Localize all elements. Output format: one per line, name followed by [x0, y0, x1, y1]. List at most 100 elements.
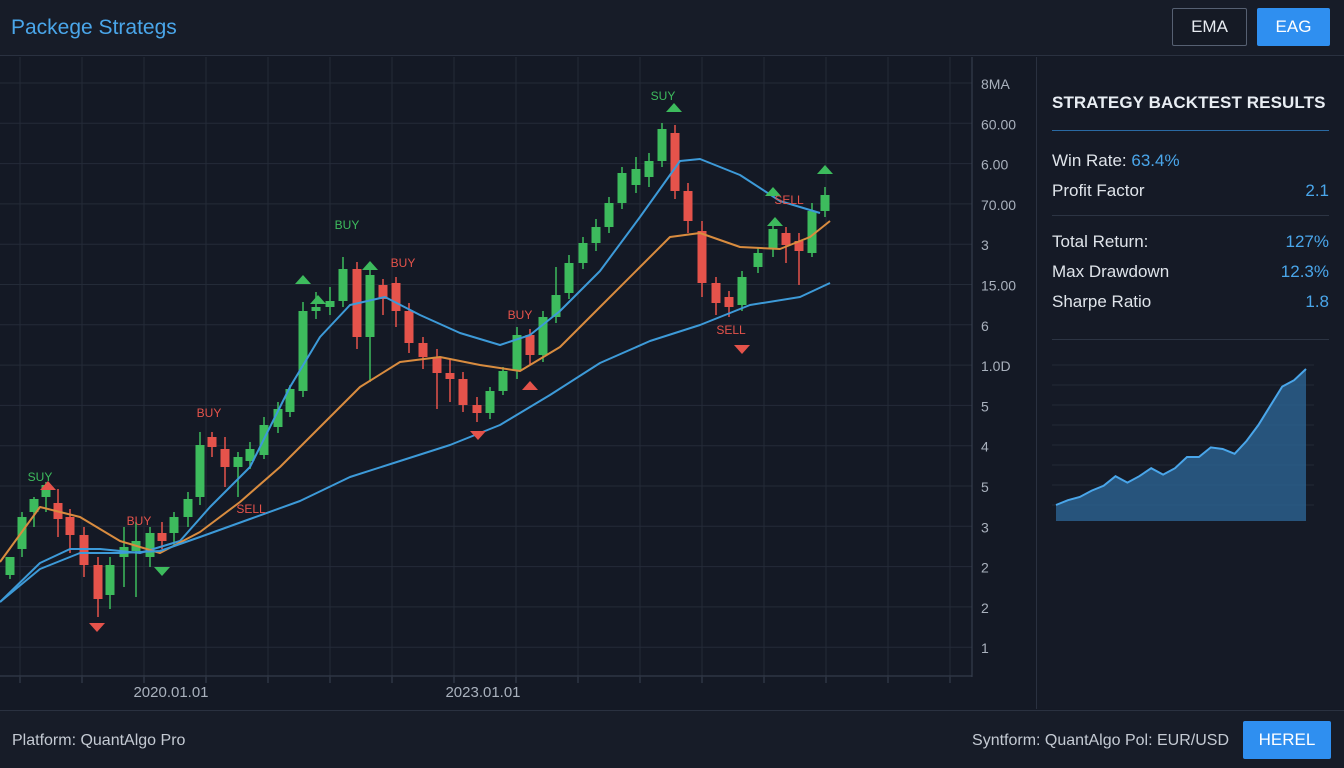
up-candle [644, 161, 654, 177]
here-button[interactable]: HEREL [1243, 721, 1331, 759]
stat-profit-factor: Profit Factor 2.1 [1052, 181, 1329, 201]
sell-signal-arrow-icon [470, 431, 486, 440]
up-candle [768, 229, 778, 249]
up-candle [604, 203, 614, 227]
equity-area [1056, 369, 1306, 521]
up-candle [311, 307, 321, 311]
up-candle [273, 409, 283, 427]
title-divider [1052, 130, 1329, 131]
up-candle [512, 335, 522, 371]
down-candle [697, 231, 707, 283]
y-axis-tick-label: 1.0D [981, 358, 1011, 374]
stat-value: 1.8 [1305, 292, 1329, 311]
stat-value: 2.1 [1305, 181, 1329, 200]
y-axis-tick-label: 8MA [981, 76, 1010, 92]
candlestick-chart-svg[interactable]: 8MA 60.00 6.00 70.00 3 15.00 6 1.0D 5 4 5 3 2 2 1 2020.… [0, 57, 1035, 709]
down-candle [378, 285, 388, 299]
down-candle [458, 379, 468, 405]
up-candle [233, 457, 243, 467]
down-candle [432, 357, 442, 373]
ema-fast-line [0, 158, 821, 603]
y-axis-tick-label: 2 [981, 600, 989, 616]
up-candle [105, 565, 115, 595]
down-candle [794, 241, 804, 251]
up-candle [737, 277, 747, 305]
down-candle [65, 517, 75, 535]
stat-value: 12.3% [1280, 262, 1329, 281]
buy-signal-arrow-icon [40, 481, 56, 490]
stat-label: Max Drawdown [1052, 262, 1170, 281]
app-title: Packege Strategs [11, 16, 177, 39]
stats-divider [1052, 215, 1329, 216]
stat-total-return: Total Return: 127% [1052, 232, 1329, 252]
down-candle [207, 437, 217, 447]
up-candle [325, 301, 335, 307]
up-candle [591, 227, 601, 243]
up-candle [807, 211, 817, 253]
ema-button[interactable]: EMA [1172, 8, 1247, 46]
stat-max-drawdown: Max Drawdown 12.3% [1052, 262, 1329, 282]
up-candle [195, 445, 205, 497]
up-candle [5, 557, 15, 575]
panel-title: STRATEGY BACKTEST RESULTS [1052, 93, 1326, 112]
stat-win-rate: Win Rate: 63.4% [1052, 151, 1329, 171]
up-candle [485, 391, 495, 413]
down-candle [683, 191, 693, 221]
y-axis-tick-label: 70.00 [981, 197, 1016, 213]
up-candle [657, 129, 667, 161]
up-candle [498, 371, 508, 391]
up-candle [578, 243, 588, 263]
chart-divider [1052, 339, 1329, 340]
signal-label: BUY [508, 308, 533, 322]
sell-signal-arrow-icon [89, 623, 105, 632]
up-candle [41, 485, 51, 497]
down-candle [404, 311, 414, 343]
up-candle [538, 317, 548, 355]
up-candle [285, 389, 295, 412]
up-candle [169, 517, 179, 533]
x-axis-tick-label: 2023.01.01 [445, 684, 520, 701]
sell-signal-arrow-icon [734, 345, 750, 354]
signal-label: SELL [716, 323, 746, 337]
down-candle [781, 233, 791, 245]
y-axis-tick-label: 1 [981, 640, 989, 656]
platform-label: Platform: QuantAlgo Pro [12, 732, 186, 749]
up-candle [617, 173, 627, 203]
up-candle [631, 169, 641, 185]
down-candle [391, 283, 401, 311]
down-candle [157, 533, 167, 541]
up-candle [183, 499, 193, 517]
signal-label: BUY [335, 218, 360, 232]
buy-signal-arrow-icon [767, 217, 783, 226]
up-candle [245, 449, 255, 461]
equity-curve-chart [1052, 364, 1314, 521]
footer-bar: Platform: QuantAlgo Pro Syntform: QuantA… [0, 710, 1344, 768]
ema-mid-line [0, 220, 831, 563]
up-candle [298, 311, 308, 391]
down-candle [418, 343, 428, 357]
y-axis-tick-label: 3 [981, 237, 989, 253]
price-chart[interactable]: 8MA 60.00 6.00 70.00 3 15.00 6 1.0D 5 4 5 3 2 2 1 2020.… [0, 57, 1035, 709]
down-candle [445, 373, 455, 379]
y-axis-tick-label: 4 [981, 439, 989, 455]
down-candle [472, 405, 482, 413]
up-candle [753, 253, 763, 267]
stat-value: 127% [1285, 232, 1329, 251]
buy-signal-arrow-icon [295, 275, 311, 284]
stat-sharpe-ratio: Sharpe Ratio 1.8 [1052, 292, 1329, 312]
buy-signal-arrow-icon [522, 381, 538, 390]
signal-label: BUY [197, 406, 222, 420]
buy-signal-arrow-icon [765, 187, 781, 196]
y-axis-tick-label: 15.00 [981, 278, 1016, 294]
y-axis-tick-label: 6 [981, 318, 989, 334]
down-candle [724, 297, 734, 307]
down-candle [93, 565, 103, 599]
top-bar: Packege Strategs EMA EAG [0, 0, 1344, 56]
backtest-panel: STRATEGY BACKTEST RESULTS Win Rate: 63.4… [1036, 57, 1344, 709]
stat-label: Profit Factor [1052, 181, 1145, 200]
buy-signal-arrow-icon [666, 103, 682, 112]
eag-button[interactable]: EAG [1257, 8, 1330, 46]
signal-label: SUY [651, 89, 676, 103]
y-axis-tick-label: 6.00 [981, 157, 1008, 173]
equity-line [1055, 368, 1307, 506]
